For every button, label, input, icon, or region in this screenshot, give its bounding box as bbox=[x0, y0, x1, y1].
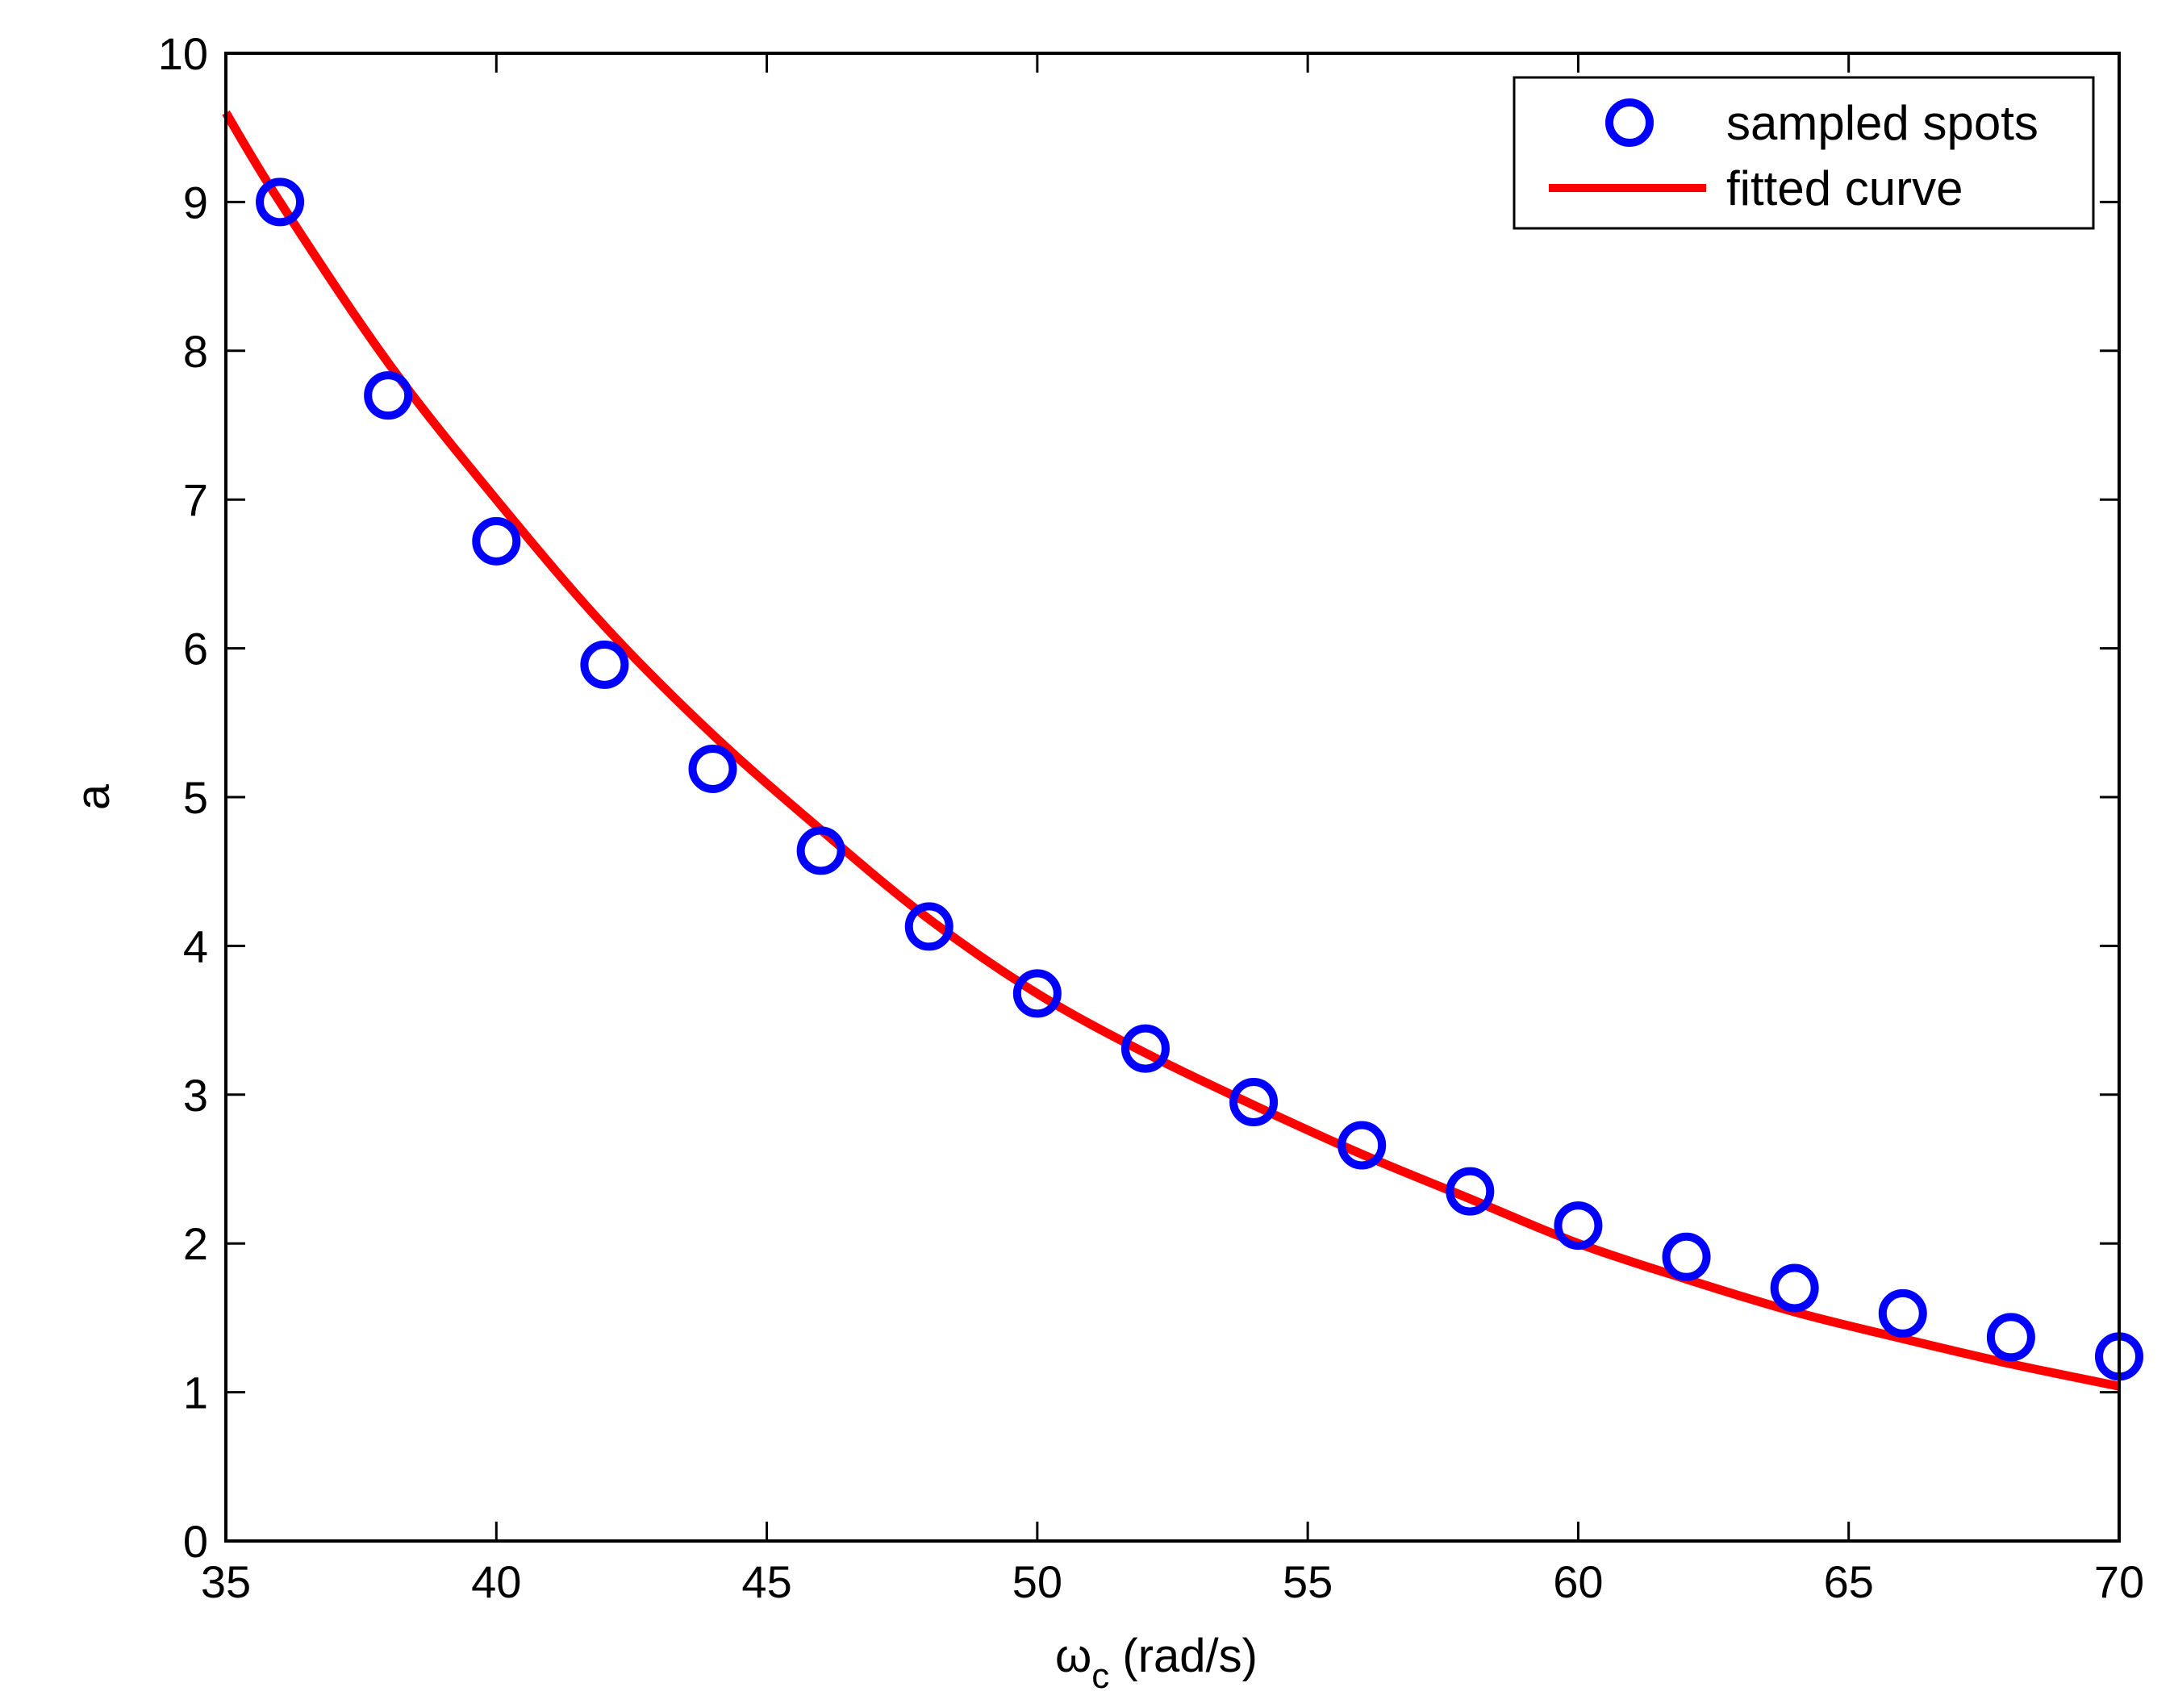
y-tick-label: 7 bbox=[183, 474, 208, 525]
sampled-spot-marker bbox=[1770, 1263, 1819, 1313]
y-tick-label: 0 bbox=[183, 1516, 208, 1567]
x-tick-label: 40 bbox=[471, 1556, 521, 1607]
sampled-spot-marker bbox=[1554, 1201, 1603, 1251]
y-tick-label: 2 bbox=[183, 1218, 208, 1269]
y-tick-label: 4 bbox=[183, 921, 208, 971]
x-tick-label: 70 bbox=[2094, 1556, 2144, 1607]
sampled-spot-marker bbox=[1878, 1288, 1927, 1338]
y-tick-label: 5 bbox=[183, 772, 208, 823]
sampled-spot-marker bbox=[1229, 1078, 1279, 1127]
sampled-spot-marker bbox=[256, 177, 305, 227]
x-axis-label-symbol: ω bbox=[1055, 1630, 1091, 1682]
y-axis-label: a bbox=[67, 783, 119, 810]
x-tick-label: 60 bbox=[1553, 1556, 1603, 1607]
sampled-spot-marker bbox=[1986, 1313, 2035, 1362]
x-tick-label: 65 bbox=[1824, 1556, 1874, 1607]
y-tick-label: 6 bbox=[183, 624, 208, 674]
x-axis-label: ωc (rad/s) bbox=[1055, 1630, 1258, 1696]
x-tick-label: 45 bbox=[741, 1556, 791, 1607]
y-tick-label: 9 bbox=[183, 177, 208, 228]
x-axis-label-unit: (rad/s) bbox=[1109, 1630, 1258, 1682]
sampled-spot-marker bbox=[1337, 1121, 1387, 1170]
x-axis-label-subscript: c bbox=[1091, 1656, 1109, 1696]
sampled-spot-marker bbox=[1446, 1167, 1495, 1216]
y-tick-label: 3 bbox=[183, 1070, 208, 1121]
legend-box bbox=[1513, 76, 2095, 230]
sampled-spot-marker bbox=[1120, 1024, 1170, 1073]
axes-frame bbox=[224, 52, 2121, 1543]
sampled-spot-marker bbox=[1012, 969, 1062, 1018]
legend-label-sampled-spots: sampled spots bbox=[1726, 96, 2038, 150]
legend: sampled spots fitted curve bbox=[1513, 76, 2095, 230]
y-tick-label: 1 bbox=[183, 1368, 208, 1418]
sampled-spot-marker bbox=[1662, 1232, 1711, 1281]
sampled-spot-marker bbox=[472, 516, 521, 566]
legend-label-fitted-curve: fitted curve bbox=[1726, 161, 1963, 215]
sampled-spot-marker bbox=[688, 744, 737, 793]
sampled-spot-marker bbox=[904, 902, 953, 951]
fitted-curve-line bbox=[222, 110, 2121, 1391]
x-tick-label: 55 bbox=[1283, 1556, 1333, 1607]
sampled-spot-marker bbox=[580, 640, 629, 689]
y-tick-label: 8 bbox=[183, 326, 208, 377]
legend-marker-sampled-spots bbox=[1605, 98, 1654, 147]
y-tick-label: 10 bbox=[158, 28, 208, 79]
sampled-spot-marker bbox=[796, 826, 845, 875]
x-tick-label: 50 bbox=[1012, 1556, 1062, 1607]
sampled-spot-marker bbox=[364, 371, 413, 420]
x-tick-label: 35 bbox=[201, 1556, 251, 1607]
